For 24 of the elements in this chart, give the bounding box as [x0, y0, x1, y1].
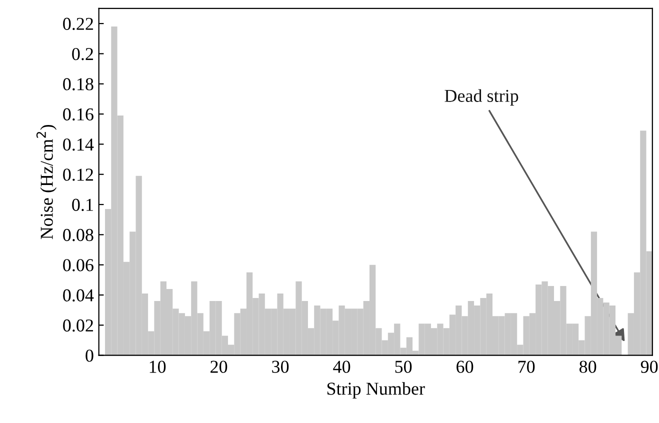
x-tick-label: 70: [518, 360, 535, 373]
y-tick-label: 0.2: [72, 48, 93, 60]
x-tick-label: 30: [272, 360, 289, 373]
x-tick-label: 90: [640, 360, 658, 373]
y-tick-label: 0.22: [63, 18, 93, 30]
x-tick-label: 80: [579, 360, 596, 373]
y-tick-label: 0.16: [63, 108, 94, 121]
annotation: Dead strip: [444, 89, 518, 106]
y-tick-label: 0: [86, 350, 94, 362]
y-tick-label: 0.04: [63, 289, 94, 302]
x-tick-label: 50: [395, 360, 412, 373]
y-tick-label: 0.18: [63, 78, 94, 90]
y-tick-label: 0.1: [72, 198, 93, 212]
y-tick-label: 0.06: [63, 259, 94, 272]
x-tick-label: 10: [150, 360, 166, 373]
y-axis-title: Noise (Hz/cm$^{2}$): [36, 124, 57, 240]
x-axis-title: Strip Number: [327, 382, 425, 398]
x-tick-label: 60: [456, 360, 474, 373]
y-tick-label: 0.14: [63, 138, 94, 151]
y-tick-label: 0.08: [63, 228, 94, 242]
x-tick-label: 40: [333, 360, 350, 373]
x-tick-label: 20: [210, 360, 228, 373]
y-tick-label: 0.02: [63, 319, 93, 332]
y-tick-label: 0.12: [63, 168, 93, 181]
